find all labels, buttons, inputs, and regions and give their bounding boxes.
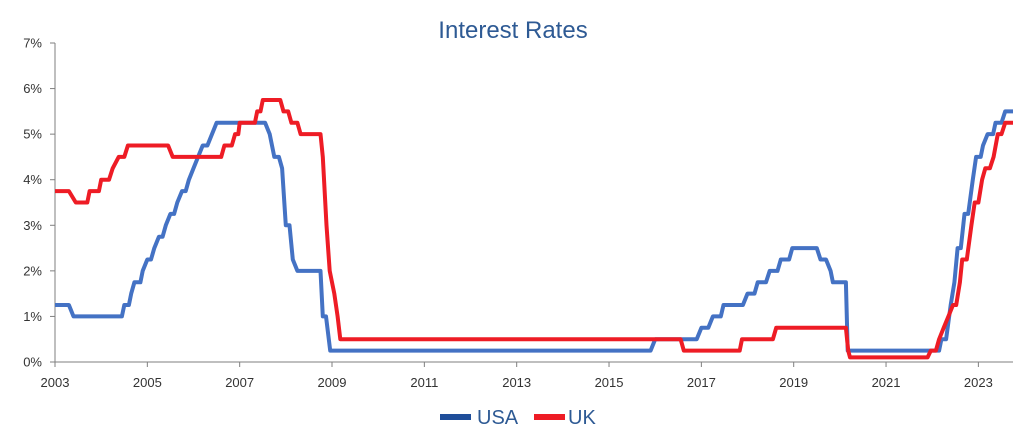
x-tick-label: 2003 bbox=[41, 375, 70, 390]
legend: USA UK bbox=[440, 407, 596, 429]
series-line-usa bbox=[55, 109, 1013, 353]
axes: 0% 1% 2% 3% 4% 5% 6% 7% 2003 2005 2007 2009 2011 2013… bbox=[23, 36, 1013, 390]
y-tick-label: 4% bbox=[23, 172, 42, 187]
legend-swatch-usa bbox=[440, 414, 471, 420]
x-tick-label: 2021 bbox=[872, 375, 901, 390]
series-layer bbox=[55, 98, 1013, 360]
y-tick-label: 0% bbox=[23, 355, 42, 370]
y-tick-label: 2% bbox=[23, 263, 42, 278]
x-tick-label: 2009 bbox=[318, 375, 347, 390]
legend-swatch-uk bbox=[534, 414, 565, 420]
legend-label-usa: USA bbox=[477, 407, 519, 429]
y-tick-label: 7% bbox=[23, 36, 42, 51]
x-tick-label: 2011 bbox=[410, 375, 438, 390]
x-tick-label: 2013 bbox=[502, 375, 531, 390]
y-tick-label: 3% bbox=[23, 218, 42, 233]
legend-label-uk: UK bbox=[568, 407, 596, 429]
x-tick-label: 2017 bbox=[687, 375, 716, 390]
x-tick-label: 2015 bbox=[595, 375, 624, 390]
x-tick-label: 2023 bbox=[964, 375, 993, 390]
chart-title: Interest Rates bbox=[438, 17, 587, 44]
x-tick-label: 2007 bbox=[225, 375, 254, 390]
series-line-uk bbox=[55, 98, 1013, 360]
y-tick-label: 1% bbox=[23, 309, 42, 324]
y-tick-label: 6% bbox=[23, 81, 42, 96]
y-tick-label: 5% bbox=[23, 127, 42, 142]
x-tick-label: 2005 bbox=[133, 375, 162, 390]
x-tick-label: 2019 bbox=[779, 375, 808, 390]
